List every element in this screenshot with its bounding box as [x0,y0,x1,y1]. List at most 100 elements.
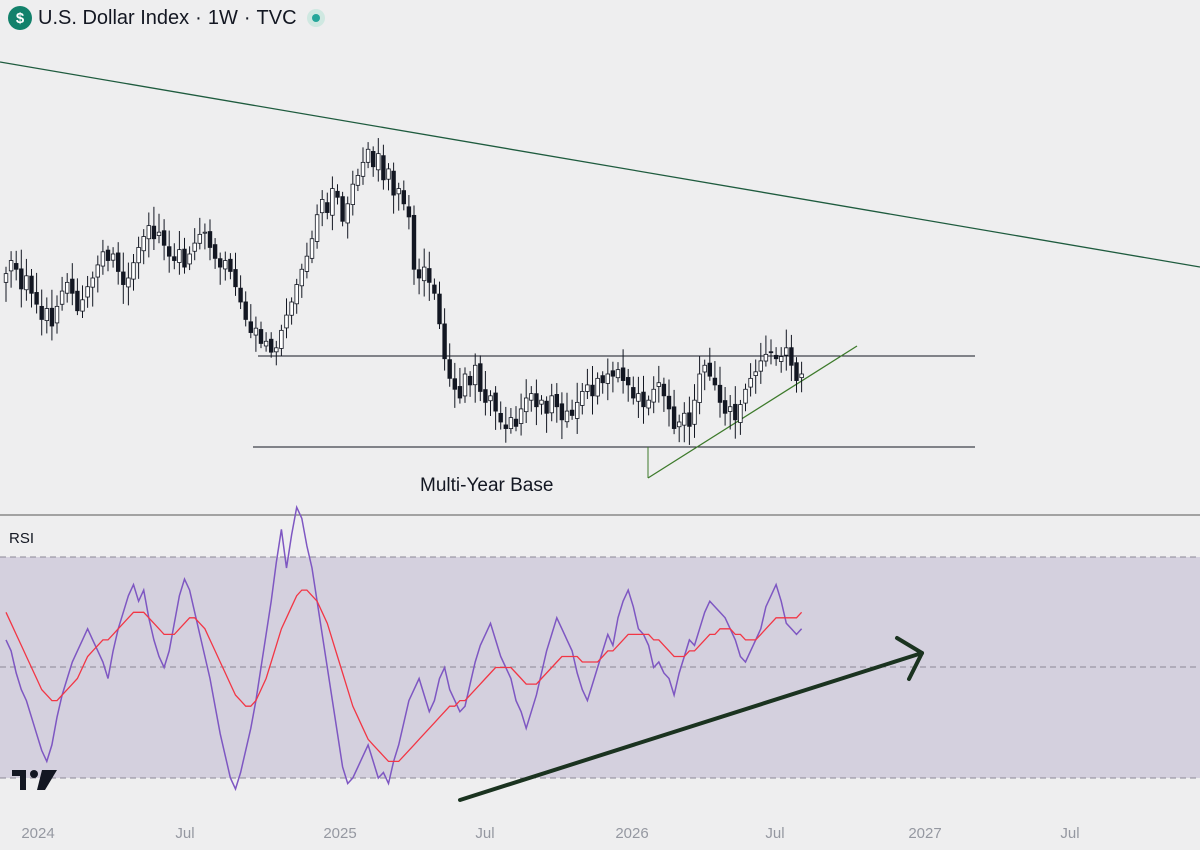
candle[interactable] [549,383,554,422]
candle[interactable] [421,248,427,297]
candle[interactable] [529,386,534,412]
candle[interactable] [340,191,345,227]
candle[interactable] [304,242,310,279]
candle[interactable] [365,142,371,169]
candle[interactable] [784,329,789,371]
candle[interactable] [671,389,677,435]
candle[interactable] [110,247,116,268]
candle[interactable] [442,308,447,371]
candle[interactable] [391,162,396,214]
candle[interactable] [396,182,401,211]
candle[interactable] [666,379,672,427]
candle[interactable] [524,379,529,424]
candle[interactable] [386,163,391,191]
candle[interactable] [330,176,335,231]
candle[interactable] [156,213,162,244]
candle[interactable] [345,196,350,239]
candle[interactable] [406,195,412,230]
candle[interactable] [3,266,9,302]
candle[interactable] [44,297,49,334]
candle[interactable] [370,146,376,177]
candle[interactable] [243,291,248,327]
candle[interactable] [309,230,315,264]
candle[interactable] [355,168,361,192]
candle[interactable] [462,367,468,403]
candle[interactable] [207,219,213,261]
candle[interactable] [8,251,14,288]
candle[interactable] [575,382,580,434]
candle[interactable] [554,383,559,423]
candle[interactable] [29,269,34,308]
candle[interactable] [335,184,340,205]
candle[interactable] [376,138,381,182]
candle[interactable] [620,349,626,394]
candle[interactable] [763,335,769,367]
candle[interactable] [217,252,223,285]
candle[interactable] [85,275,90,308]
candle[interactable] [707,347,712,381]
candle[interactable] [615,362,621,383]
candle[interactable] [59,276,65,311]
candle[interactable] [314,204,320,249]
candle[interactable] [702,359,707,391]
candle[interactable] [274,340,279,366]
candle[interactable] [126,262,131,306]
symbol-header[interactable]: $ U.S. Dollar Index · 1W · TVC [8,5,325,31]
candle[interactable] [498,401,503,430]
candle[interactable] [187,246,192,271]
candle[interactable] [212,238,218,269]
candle[interactable] [80,285,85,318]
candle[interactable] [105,245,111,272]
candle[interactable] [182,237,187,274]
candle[interactable] [758,342,763,384]
candle[interactable] [590,365,595,415]
candle[interactable] [34,272,39,314]
candle[interactable] [580,382,585,415]
candle[interactable] [54,295,60,334]
candle[interactable] [233,252,238,296]
candle[interactable] [172,243,177,270]
candle[interactable] [177,231,182,275]
candle[interactable] [121,252,126,304]
candle[interactable] [636,376,641,418]
candle[interactable] [559,392,565,440]
candle[interactable] [411,205,417,285]
long-term-downtrend-line[interactable] [0,61,1200,268]
candle[interactable] [717,366,723,418]
candle[interactable] [773,347,779,366]
candle[interactable] [478,355,483,402]
candle[interactable] [687,396,692,445]
candle[interactable] [427,251,432,301]
candle[interactable] [284,298,289,339]
candle[interactable] [493,386,498,430]
candle[interactable] [360,147,366,185]
candle[interactable] [197,217,202,250]
candle[interactable] [600,371,605,394]
candle[interactable] [768,339,774,365]
candle[interactable] [677,414,682,443]
candle[interactable] [503,406,508,443]
candle[interactable] [794,357,799,393]
candle[interactable] [95,255,100,293]
candle[interactable] [90,271,95,307]
candle[interactable] [238,275,243,310]
candle[interactable] [452,362,457,408]
candle[interactable] [279,324,284,357]
candle[interactable] [13,250,19,281]
candle[interactable] [467,371,473,397]
candle[interactable] [268,332,274,358]
candle[interactable] [743,383,748,412]
candle[interactable] [513,406,519,432]
candle[interactable] [401,180,406,211]
candle[interactable] [319,190,325,227]
candle[interactable] [534,379,539,426]
candle[interactable] [192,228,197,261]
candle[interactable] [350,170,355,216]
candle[interactable] [585,368,590,400]
candle[interactable] [223,251,228,281]
candle[interactable] [738,399,743,435]
candle[interactable] [151,206,157,251]
candle[interactable] [682,402,687,443]
candle[interactable] [146,212,151,258]
